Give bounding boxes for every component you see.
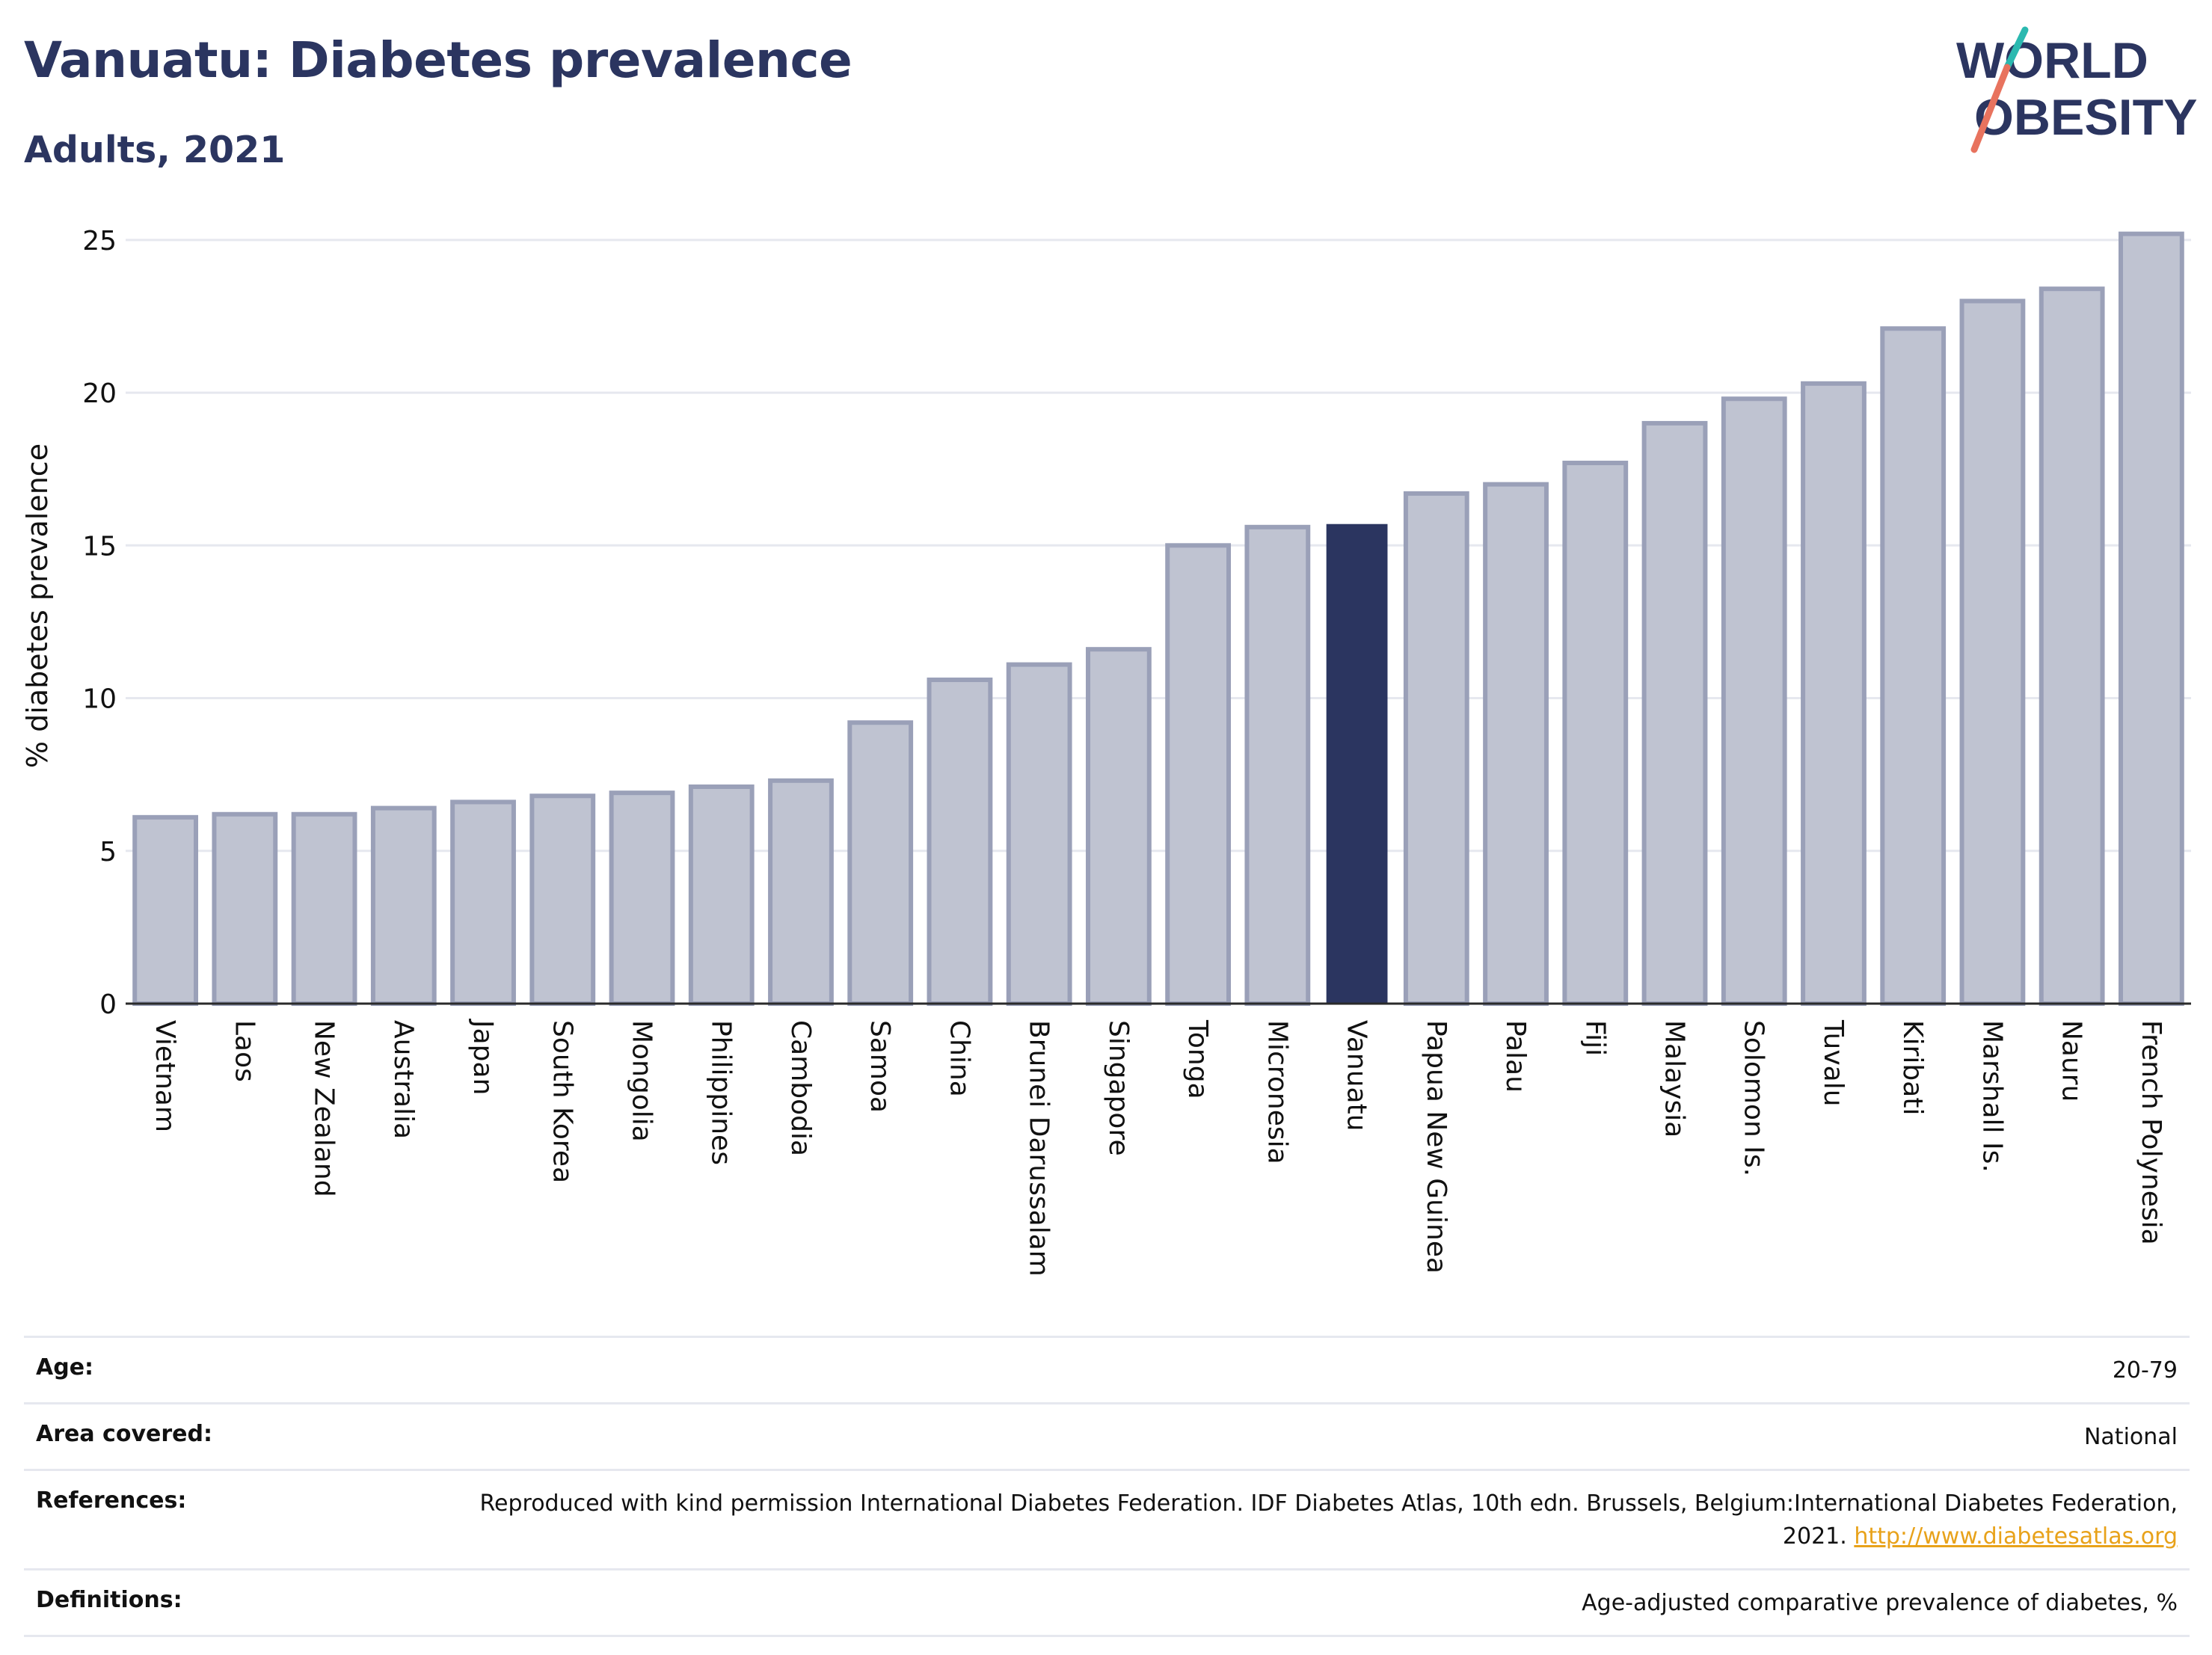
x-tick-label: Brunei Darussalam (1024, 1020, 1054, 1277)
chart-subtitle: Adults, 2021 (24, 129, 286, 171)
bar-new-zealand (291, 811, 357, 1006)
x-tick-label: Laos (229, 1020, 259, 1082)
x-tick-label: Kiribati (1897, 1020, 1928, 1115)
bar-chart: 0 5 10 15 20 25 Vietnam Laos New Zealand Austral… (82, 226, 2191, 1277)
y-tick-label: 20 (82, 378, 117, 409)
bar-vietnam (132, 814, 199, 1006)
bar-japan (450, 799, 516, 1007)
y-tick-label: 25 (82, 226, 117, 257)
bar-marshall-is (1959, 298, 2026, 1007)
y-tick-label: 5 (99, 837, 117, 868)
x-tick-label: Cambodia (785, 1020, 816, 1156)
x-tick-label: Micronesia (1262, 1020, 1292, 1164)
meta-value: National (2083, 1424, 2178, 1450)
bar-vanuatu (1326, 523, 1388, 1004)
x-tick-label: Samoa (864, 1020, 895, 1113)
bar-nauru (2039, 286, 2105, 1006)
x-tick-label: Vanuatu (1342, 1020, 1372, 1132)
bar-cambodia (768, 778, 834, 1006)
bar-solomon-is (1721, 396, 1787, 1006)
bar-philippines (688, 784, 755, 1006)
meta-value: Reproduced with kind permission Internat… (458, 1487, 2178, 1553)
logo-slash-teal (2003, 26, 2029, 71)
x-tick-label: Nauru (2056, 1020, 2087, 1102)
logo-word-obesity: OBESITY (1974, 89, 2198, 146)
bar-french-polynesia (2118, 231, 2184, 1007)
bar-malaysia (1641, 420, 1708, 1006)
x-tick-label: Mongolia (627, 1020, 657, 1142)
x-tick-label: Palau (1500, 1020, 1531, 1093)
x-tick-label: Fiji (1579, 1020, 1610, 1056)
meta-row-area: Area covered: National (24, 1402, 2190, 1469)
x-tick-label: New Zealand (309, 1020, 340, 1197)
bar-papua-new-guinea (1403, 491, 1469, 1007)
x-tick-label: Tuvalu (1818, 1019, 1849, 1107)
meta-row-age: Age: 20-79 (24, 1336, 2190, 1402)
bar-australia (370, 805, 437, 1006)
y-tick-label: 10 (82, 684, 117, 715)
logo-word-world: WORLD (1956, 32, 2148, 89)
x-tick-label: French Polynesia (2136, 1020, 2166, 1245)
x-tick-label: Malaysia (1659, 1020, 1690, 1137)
bars (132, 231, 2184, 1007)
bar-fiji (1562, 461, 1629, 1006)
bar-china (927, 678, 993, 1006)
meta-value: 20-79 (2112, 1357, 2178, 1384)
x-tick-label: Singapore (1103, 1020, 1134, 1156)
bar-singapore (1085, 647, 1152, 1007)
x-tick-label: Vietnam (150, 1020, 180, 1132)
x-tick-label: Philippines (706, 1020, 737, 1165)
meta-key: Age: (36, 1354, 94, 1381)
bar-samoa (847, 720, 914, 1006)
y-axis-ticks: 0 5 10 15 20 25 (82, 226, 117, 1020)
references-link[interactable]: http://www.diabetesatlas.org (1854, 1523, 2178, 1550)
metadata-table: Age: 20-79 Area covered: National Refere… (24, 1336, 2190, 1637)
x-tick-label: Tonga (1182, 1019, 1213, 1099)
x-axis-ticks: Vietnam Laos New Zealand Australia Japan Sout… (150, 1019, 2166, 1277)
x-tick-label: South Korea (547, 1020, 577, 1183)
bar-tonga (1165, 543, 1232, 1006)
x-tick-label: Papua New Guinea (1421, 1020, 1451, 1274)
x-tick-label: China (944, 1020, 974, 1097)
y-tick-label: 0 (99, 989, 117, 1020)
world-obesity-logo: WORLD OBESITY (1956, 26, 2198, 153)
meta-row-definitions: Definitions: Age-adjusted comparative pr… (24, 1568, 2190, 1637)
meta-key: Definitions: (36, 1587, 182, 1613)
bar-micronesia (1244, 524, 1311, 1006)
meta-row-references: References: Reproduced with kind permiss… (24, 1469, 2190, 1568)
logo-slash-coral (1970, 64, 2011, 153)
references-text: Reproduced with kind permission Internat… (479, 1490, 2178, 1550)
bar-south-korea (529, 793, 596, 1006)
x-tick-label: Solomon Is. (1739, 1020, 1769, 1176)
chart-title: Vanuatu: Diabetes prevalence (24, 31, 852, 89)
x-tick-label: Japan (467, 1019, 498, 1095)
meta-value: Age-adjusted comparative prevalence of d… (1582, 1590, 2178, 1616)
bar-tuvalu (1801, 381, 1867, 1007)
bar-palau (1483, 482, 1549, 1007)
meta-key: References: (36, 1487, 187, 1514)
bar-laos (212, 811, 278, 1006)
meta-key: Area covered: (36, 1421, 212, 1447)
bar-mongolia (609, 790, 675, 1007)
x-tick-label: Australia (388, 1020, 419, 1139)
y-tick-label: 15 (82, 531, 117, 562)
x-tick-label: Marshall Is. (1976, 1020, 2007, 1173)
bar-brunei-darussalam (1006, 662, 1072, 1006)
bar-kiribati (1880, 326, 1947, 1007)
